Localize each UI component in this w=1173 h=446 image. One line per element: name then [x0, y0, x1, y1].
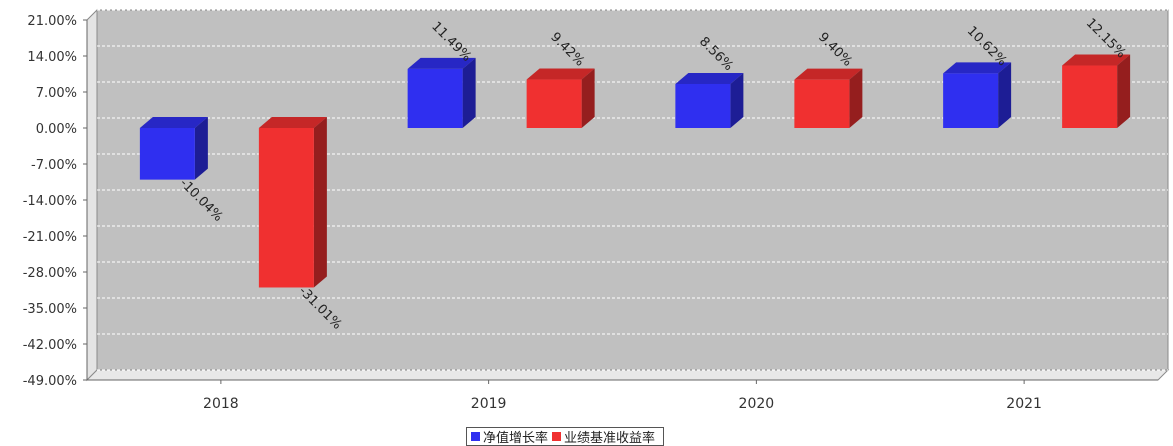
x-tick-label: 2019 — [471, 396, 507, 412]
bar-front-face — [526, 79, 582, 128]
bar — [139, 117, 208, 180]
y-tick-label: -35.00% — [23, 302, 77, 317]
y-tick-label: 14.00% — [27, 50, 77, 65]
bar — [943, 62, 1012, 128]
bar-top-face — [675, 72, 744, 84]
bar-side-face — [313, 117, 327, 288]
bar — [675, 72, 744, 128]
bar-side-face — [730, 72, 744, 128]
grid-lines — [97, 9, 1168, 371]
bar-top-face — [139, 117, 208, 128]
y-axis: 21.00% 14.00% 7.00% 0.00% -7.00% -14.00% -21.0… — [23, 14, 88, 389]
bar-front-face — [407, 68, 463, 128]
bar-front-face — [794, 79, 850, 128]
x-tick-label: 2018 — [203, 396, 239, 412]
bar — [794, 68, 863, 128]
bar — [407, 57, 476, 129]
bar-side-face — [998, 62, 1012, 128]
bar-side-face — [194, 117, 208, 180]
y-tick-label: 7.00% — [36, 86, 77, 101]
legend-swatch — [552, 432, 562, 441]
legend-label: 业绩基准收益率 — [564, 431, 656, 446]
y-tick-label: -28.00% — [23, 266, 77, 281]
y-tick-label: 21.00% — [27, 14, 77, 29]
bar-front-face — [258, 128, 314, 288]
floor — [85, 369, 1170, 381]
x-axis: 2018 2019 2020 2021 — [87, 379, 1158, 412]
bars — [139, 54, 1131, 288]
bar — [258, 117, 327, 288]
legend-label: 净值增长率 — [483, 431, 549, 446]
bar-top-face — [1062, 54, 1131, 66]
bar-side-face — [849, 68, 863, 128]
legend-item: 业绩基准收益率 — [552, 427, 655, 446]
bar-top-face — [794, 68, 863, 80]
x-tick-label: 2020 — [739, 396, 775, 412]
legend-swatch — [471, 432, 480, 441]
legend-item: 净值增长率 — [471, 427, 548, 446]
bar-side-face — [462, 57, 476, 129]
y-tick-label: -49.00% — [23, 374, 77, 389]
left-wall — [86, 8, 98, 382]
y-tick-label: -21.00% — [23, 230, 77, 245]
bar-front-face — [943, 73, 999, 128]
y-tick-label: -42.00% — [23, 338, 77, 353]
bar-side-face — [581, 68, 595, 128]
bar-front-face — [675, 83, 731, 128]
bar-top-face — [258, 117, 327, 128]
bar-side-face — [1117, 54, 1131, 129]
bar-top-face — [943, 62, 1012, 74]
y-tick-label: -14.00% — [23, 194, 77, 209]
bar — [1062, 54, 1131, 129]
y-tick-label: -7.00% — [31, 158, 77, 173]
y-tick-label: 0.00% — [36, 122, 77, 137]
x-tick-label: 2021 — [1006, 396, 1042, 412]
bar — [526, 68, 595, 128]
bar-top-face — [407, 57, 476, 69]
bar-top-face — [526, 68, 595, 80]
bar-front-face — [139, 128, 195, 180]
bar-front-face — [1062, 65, 1118, 128]
legend: 净值增长率 业绩基准收益率 — [466, 427, 665, 446]
